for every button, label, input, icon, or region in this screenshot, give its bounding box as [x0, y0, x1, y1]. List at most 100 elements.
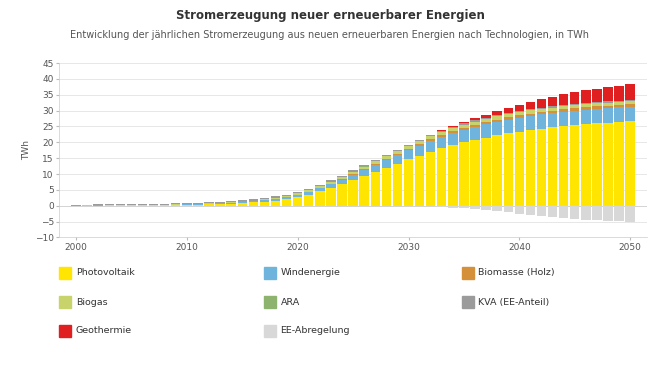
Bar: [249, 199, 258, 200]
Bar: [581, 104, 591, 108]
Bar: [415, 144, 424, 146]
Bar: [481, 122, 491, 124]
Bar: [603, 106, 612, 108]
Bar: [293, 197, 302, 206]
Bar: [437, 137, 446, 148]
Bar: [504, 117, 513, 119]
Bar: [293, 195, 302, 197]
Text: EE-Abregelung: EE-Abregelung: [280, 326, 350, 335]
Bar: [271, 198, 280, 199]
Bar: [360, 167, 369, 169]
Bar: [415, 156, 424, 206]
Bar: [249, 203, 258, 206]
Bar: [481, 115, 491, 118]
Bar: [448, 206, 457, 207]
Bar: [426, 141, 436, 152]
Bar: [437, 132, 446, 135]
Bar: [104, 204, 114, 205]
Bar: [504, 108, 513, 113]
Bar: [348, 170, 358, 172]
Bar: [592, 106, 602, 109]
Bar: [426, 139, 436, 141]
Bar: [226, 203, 236, 204]
Bar: [515, 206, 524, 214]
Bar: [404, 160, 413, 206]
Text: Photovoltaik: Photovoltaik: [76, 268, 135, 277]
Bar: [337, 180, 346, 184]
Bar: [559, 112, 568, 126]
Bar: [448, 133, 457, 145]
Bar: [115, 204, 125, 205]
Bar: [315, 186, 325, 188]
Bar: [215, 204, 225, 206]
Bar: [260, 201, 269, 206]
Text: Entwicklung der jährlichen Stromerzeugung aus neuen erneuerbaren Energien nach T: Entwicklung der jährlichen Stromerzeugun…: [71, 30, 589, 40]
Bar: [348, 180, 358, 206]
Bar: [238, 203, 247, 206]
Bar: [282, 197, 291, 199]
Bar: [415, 140, 424, 141]
Bar: [370, 160, 380, 161]
Bar: [448, 128, 457, 131]
Bar: [626, 121, 635, 206]
Bar: [138, 205, 147, 206]
Bar: [548, 108, 557, 111]
Bar: [171, 205, 180, 206]
Bar: [581, 108, 591, 110]
Bar: [404, 149, 413, 150]
Bar: [481, 124, 491, 138]
Bar: [426, 152, 436, 206]
Bar: [293, 192, 302, 193]
Bar: [293, 193, 302, 195]
Bar: [537, 112, 546, 114]
Bar: [504, 114, 513, 117]
Bar: [360, 169, 369, 170]
Bar: [370, 172, 380, 206]
Bar: [71, 204, 81, 206]
Bar: [614, 101, 624, 102]
Bar: [515, 118, 524, 132]
Bar: [304, 195, 313, 206]
Bar: [326, 184, 336, 188]
Bar: [205, 204, 214, 206]
Bar: [271, 197, 280, 198]
Text: Geothermie: Geothermie: [76, 326, 132, 335]
Bar: [492, 135, 502, 206]
Bar: [614, 122, 624, 206]
Bar: [94, 204, 103, 206]
Bar: [193, 203, 203, 204]
Bar: [614, 102, 624, 105]
Bar: [304, 189, 313, 190]
Bar: [393, 155, 402, 164]
Bar: [570, 104, 579, 105]
Bar: [348, 175, 358, 180]
Bar: [304, 190, 313, 192]
Text: Biogas: Biogas: [76, 298, 108, 307]
Bar: [326, 180, 336, 181]
Bar: [626, 206, 635, 222]
Bar: [592, 89, 602, 102]
Bar: [526, 109, 535, 111]
Bar: [260, 200, 269, 201]
Bar: [337, 177, 346, 179]
Bar: [437, 148, 446, 206]
Bar: [548, 111, 557, 113]
Bar: [526, 130, 535, 206]
Bar: [526, 114, 535, 116]
Bar: [282, 194, 291, 196]
Bar: [260, 198, 269, 199]
Bar: [393, 164, 402, 206]
Bar: [393, 150, 402, 151]
Bar: [459, 130, 469, 142]
Y-axis label: TWh: TWh: [22, 140, 30, 160]
Bar: [304, 192, 313, 195]
Bar: [548, 127, 557, 206]
Bar: [515, 112, 524, 115]
Bar: [471, 118, 480, 120]
Bar: [271, 200, 280, 206]
Text: Biomasse (Holz): Biomasse (Holz): [478, 268, 555, 277]
Bar: [226, 202, 236, 203]
Bar: [370, 161, 380, 164]
Bar: [471, 140, 480, 206]
Bar: [603, 108, 612, 123]
